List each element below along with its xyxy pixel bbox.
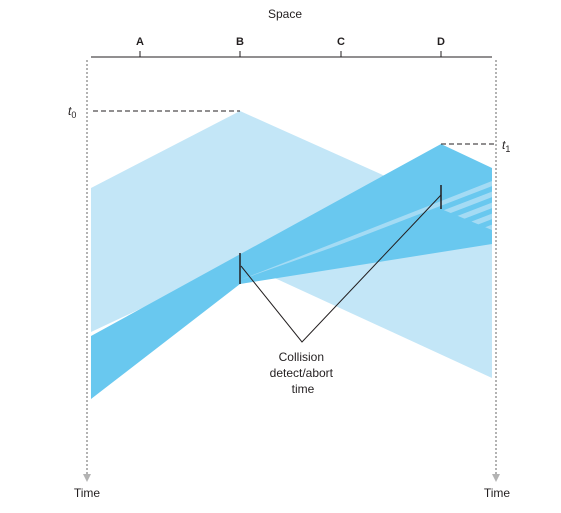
overlap-stripe [80, 431, 500, 513]
t1-marker: t1 [441, 138, 510, 154]
overlap-stripe [80, 464, 500, 513]
space-axis-title: Space [268, 7, 302, 21]
node-c-label: C [337, 36, 345, 48]
overlap-stripe [80, 453, 500, 513]
overlap-stripe [80, 409, 500, 513]
node-a-label: A [136, 36, 144, 48]
overlap-stripe [80, 365, 500, 513]
time-axis-left-arrow [83, 474, 91, 482]
overlap-stripe [80, 508, 500, 513]
collision-annotation: Collision detect/abort time [270, 350, 337, 396]
overlap-stripe [80, 497, 500, 513]
t0-marker: t0 [68, 104, 240, 120]
overlap-stripe [80, 442, 500, 513]
node-c: C [337, 36, 345, 57]
node-b-label: B [236, 36, 244, 48]
node-d-label: D [437, 36, 445, 48]
annotation-line-2: detect/abort [270, 366, 334, 380]
overlap-stripe [80, 475, 500, 513]
overlap-stripe [80, 420, 500, 513]
node-d: D [437, 36, 445, 57]
annotation-line-3: time [292, 382, 315, 396]
overlap-stripe [80, 0, 500, 147]
annotation-leader-lines [240, 194, 442, 343]
time-axis-right-arrow [492, 474, 500, 482]
overlap-stripe [80, 387, 500, 513]
t1-label: t1 [502, 138, 510, 154]
time-axis-left-label: Time [74, 486, 101, 500]
time-axis-right-label: Time [484, 486, 511, 500]
d-transmission-region [91, 144, 492, 399]
node-a: A [136, 36, 144, 57]
t0-label: t0 [68, 104, 76, 120]
annotation-line-1: Collision [279, 350, 324, 364]
node-b: B [236, 36, 244, 57]
overlap-stripe [80, 0, 500, 4]
overlap-stripe [80, 486, 500, 513]
overlap-stripe [80, 398, 500, 513]
overlap-stripe [80, 376, 500, 513]
